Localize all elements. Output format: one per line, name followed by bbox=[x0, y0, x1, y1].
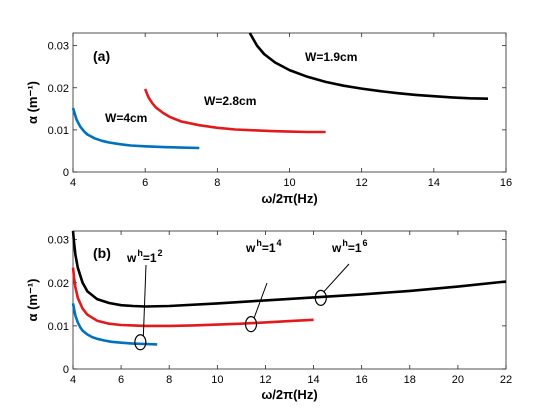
x-tick-label: 4 bbox=[70, 177, 76, 189]
series-line-w-h-1-6 bbox=[71, 230, 507, 308]
x-tick-label: 6 bbox=[142, 177, 148, 189]
annotation-leader-line bbox=[142, 264, 147, 337]
annotation-w-h-1-4: wh=14 bbox=[245, 238, 282, 255]
annotation-w-1-9cm: W=1.9cm bbox=[305, 50, 357, 64]
y-tick-label: 0.01 bbox=[48, 321, 69, 333]
panel-b-y-ticks: 0 0.01 0.02 0.03 bbox=[48, 235, 506, 376]
annotation-w-2-8cm: W=2.8cm bbox=[204, 94, 256, 108]
annotation-w-4cm: W=4cm bbox=[105, 111, 147, 125]
y-tick-label: 0.03 bbox=[48, 235, 69, 247]
y-tick-label: 0.02 bbox=[48, 83, 69, 95]
annotation-ellipse bbox=[314, 289, 327, 306]
x-tick-label: 12 bbox=[356, 177, 368, 189]
annotation-w-h-1-6: wh=16 bbox=[331, 238, 368, 255]
series-line-w-h-1-2 bbox=[71, 303, 158, 346]
series-line-w-h-1-4 bbox=[71, 267, 314, 328]
x-tick-label: 8 bbox=[214, 177, 220, 189]
x-tick-label: 14 bbox=[307, 374, 319, 386]
y-tick-label: 0.03 bbox=[48, 41, 69, 53]
series-line-w-2-8cm bbox=[143, 88, 326, 134]
panel-b-x-axis-label: ω/2π(Hz) bbox=[261, 387, 317, 402]
panel-a-x-axis-label: ω/2π(Hz) bbox=[261, 191, 317, 206]
panel-b-frame bbox=[72, 230, 507, 370]
x-tick-label: 14 bbox=[428, 177, 440, 189]
x-tick-label: 18 bbox=[404, 374, 416, 386]
x-tick-label: 4 bbox=[70, 374, 76, 386]
y-tick-label: 0 bbox=[63, 167, 69, 179]
panel-a-label: (a) bbox=[93, 48, 110, 64]
annotation-w-h-1-2: wh=12 bbox=[126, 248, 163, 265]
x-tick-label: 16 bbox=[500, 177, 512, 189]
panel-a-series bbox=[71, 32, 489, 150]
panel-b-label: (b) bbox=[93, 245, 111, 261]
x-tick-label: 10 bbox=[211, 374, 223, 386]
annotation-leader-line bbox=[323, 263, 350, 293]
x-tick-label: 16 bbox=[356, 374, 368, 386]
y-tick-label: 0 bbox=[63, 364, 69, 376]
panel-b-y-axis-label: α (m⁻¹) bbox=[25, 278, 40, 321]
panel-a-y-axis-label: α (m⁻¹) bbox=[25, 81, 40, 124]
panel-a-frame bbox=[72, 32, 507, 173]
panel-a: 4 6 8 10 12 14 16 0 0.01 0.02 0.03 (a) W=4cm W=2.… bbox=[25, 32, 512, 206]
y-tick-label: 0.02 bbox=[48, 278, 69, 290]
x-tick-label: 6 bbox=[118, 374, 124, 386]
panel-b: 4 6 8 10 12 14 16 18 20 22 0 0.01 0.02 0.03 (b) wh=1… bbox=[25, 230, 512, 402]
panel-b-annotation-markers bbox=[134, 263, 350, 351]
annotation-ellipse bbox=[244, 316, 258, 333]
annotation-ellipse bbox=[134, 334, 147, 351]
panel-a-y-ticks: 0 0.01 0.02 0.03 bbox=[48, 41, 506, 179]
x-tick-label: 22 bbox=[500, 374, 512, 386]
x-tick-label: 10 bbox=[283, 177, 295, 189]
panel-a-x-ticks: 4 6 8 10 12 14 16 bbox=[70, 33, 512, 189]
series-line-w-1-9cm bbox=[248, 32, 489, 100]
x-tick-label: 12 bbox=[259, 374, 271, 386]
panel-b-x-ticks: 4 6 8 10 12 14 16 18 20 22 bbox=[70, 231, 512, 386]
series-line-w-4cm bbox=[71, 107, 200, 150]
annotation-leader-line bbox=[253, 282, 268, 319]
x-tick-label: 8 bbox=[166, 374, 172, 386]
y-tick-label: 0.01 bbox=[48, 125, 69, 137]
panel-b-series bbox=[71, 230, 507, 346]
x-tick-label: 20 bbox=[452, 374, 464, 386]
